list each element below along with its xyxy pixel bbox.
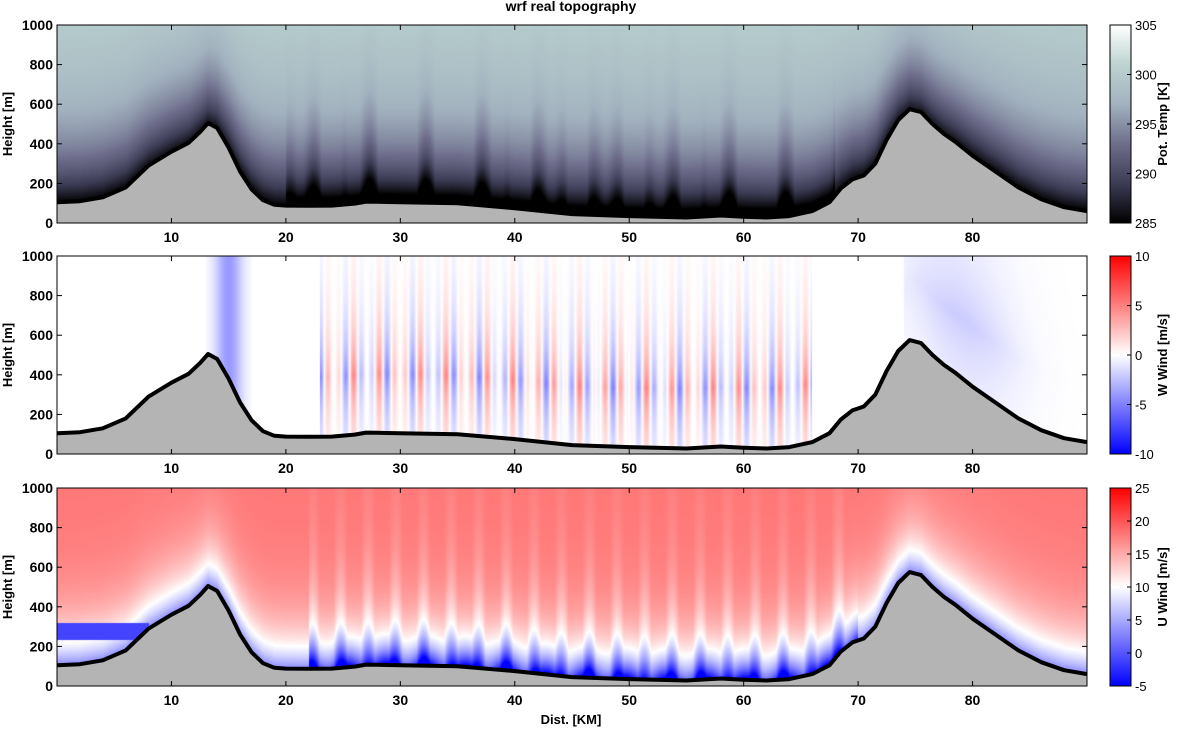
x-tick-label: 80 xyxy=(965,692,981,708)
x-tick-label: 20 xyxy=(278,460,294,476)
y-tick-label: 600 xyxy=(30,96,54,112)
terrain-line xyxy=(56,570,1088,683)
x-tick-label: 50 xyxy=(621,692,637,708)
y-tick-label: 400 xyxy=(30,367,54,383)
x-tick-label: 40 xyxy=(507,692,523,708)
terrain-line xyxy=(56,107,1088,220)
y-tick-label: 800 xyxy=(30,57,54,73)
colorbar-tick-label: 0 xyxy=(1135,348,1142,363)
y-tick-label: 400 xyxy=(30,599,54,615)
x-tick-label: 70 xyxy=(850,692,866,708)
y-tick-label: 1000 xyxy=(22,248,53,264)
y-tick-label: 0 xyxy=(45,215,53,231)
colorbar-tick-label: 295 xyxy=(1135,117,1157,132)
x-tick-label: 60 xyxy=(736,692,752,708)
x-tick-label: 20 xyxy=(278,692,294,708)
x-tick-label: 80 xyxy=(965,229,981,245)
colorbar-tick-label: 300 xyxy=(1135,68,1157,83)
colorbar-tick-label: 20 xyxy=(1135,514,1149,529)
axes-frame xyxy=(56,255,1088,455)
x-tick-label: 80 xyxy=(965,460,981,476)
colorbar-tick-label: 285 xyxy=(1135,216,1157,231)
x-tick-label: 70 xyxy=(850,460,866,476)
y-tick-label: 600 xyxy=(30,327,54,343)
x-tick-label: 30 xyxy=(393,460,409,476)
colorbar-tick-label: -10 xyxy=(1135,447,1154,462)
y-tick-label: 0 xyxy=(45,678,53,694)
x-tick-label: 40 xyxy=(507,460,523,476)
y-tick-label: 800 xyxy=(30,520,54,536)
chart-title: wrf real topography xyxy=(505,0,637,14)
y-tick-label: 200 xyxy=(30,638,54,654)
y-axis-label: Height [m] xyxy=(0,323,15,387)
colorbar-tick-label: 25 xyxy=(1135,481,1149,496)
colorbar-tick-label: -5 xyxy=(1135,398,1147,413)
colorbar-tick-label: 5 xyxy=(1135,299,1142,314)
colorbar-tick-label: 290 xyxy=(1135,167,1157,182)
colorbar-tick-label: -5 xyxy=(1135,679,1147,694)
terrain-fill xyxy=(57,109,1087,223)
x-tick-label: 10 xyxy=(164,692,180,708)
x-tick-label: 30 xyxy=(393,229,409,245)
y-tick-label: 600 xyxy=(30,559,54,575)
colorbar-tick-label: 15 xyxy=(1135,547,1149,562)
colorbar-label: U Wind [m/s] xyxy=(1155,547,1170,626)
terrain-fill xyxy=(57,340,1087,454)
colorbar-tick-label: 5 xyxy=(1135,613,1142,628)
x-tick-label: 20 xyxy=(278,229,294,245)
colorbar-label: Pot. Temp [K] xyxy=(1155,82,1170,166)
x-tick-label: 50 xyxy=(621,229,637,245)
y-axis-label: Height [m] xyxy=(0,555,15,619)
y-tick-label: 200 xyxy=(30,175,54,191)
panel-1: 10 20 30 40 50 60 70 8002004006008001000Height … xyxy=(0,17,1170,245)
x-tick-label: 60 xyxy=(736,229,752,245)
terrain-fill xyxy=(57,572,1087,686)
x-tick-label: 60 xyxy=(736,460,752,476)
x-tick-label: 30 xyxy=(393,692,409,708)
colorbar-tick-label: 10 xyxy=(1135,580,1149,595)
panel-3: 10 20 30 40 50 60 70 8002004006008001000Height … xyxy=(0,480,1170,708)
x-axis-label: Dist. [KM] xyxy=(541,712,602,727)
y-axis-label: Height [m] xyxy=(0,92,15,156)
y-tick-label: 800 xyxy=(30,288,54,304)
y-tick-label: 200 xyxy=(30,406,54,422)
y-tick-label: 1000 xyxy=(22,480,53,496)
terrain-line xyxy=(56,338,1088,451)
colorbar-label: W Wind [m/s] xyxy=(1155,314,1170,396)
colorbar-tick-label: 0 xyxy=(1135,646,1142,661)
colorbar-tick-label: 10 xyxy=(1135,249,1149,264)
y-tick-label: 1000 xyxy=(22,17,53,33)
colorbar-tick-label: 305 xyxy=(1135,18,1157,33)
y-tick-label: 400 xyxy=(30,136,54,152)
x-tick-label: 10 xyxy=(164,229,180,245)
axes-frame xyxy=(56,487,1088,687)
x-tick-label: 50 xyxy=(621,460,637,476)
axes-frame xyxy=(56,24,1088,224)
y-tick-label: 0 xyxy=(45,446,53,462)
x-tick-label: 70 xyxy=(850,229,866,245)
x-tick-label: 40 xyxy=(507,229,523,245)
panel-2: 10 20 30 40 50 60 70 8002004006008001000Height … xyxy=(0,248,1170,476)
x-tick-label: 10 xyxy=(164,460,180,476)
